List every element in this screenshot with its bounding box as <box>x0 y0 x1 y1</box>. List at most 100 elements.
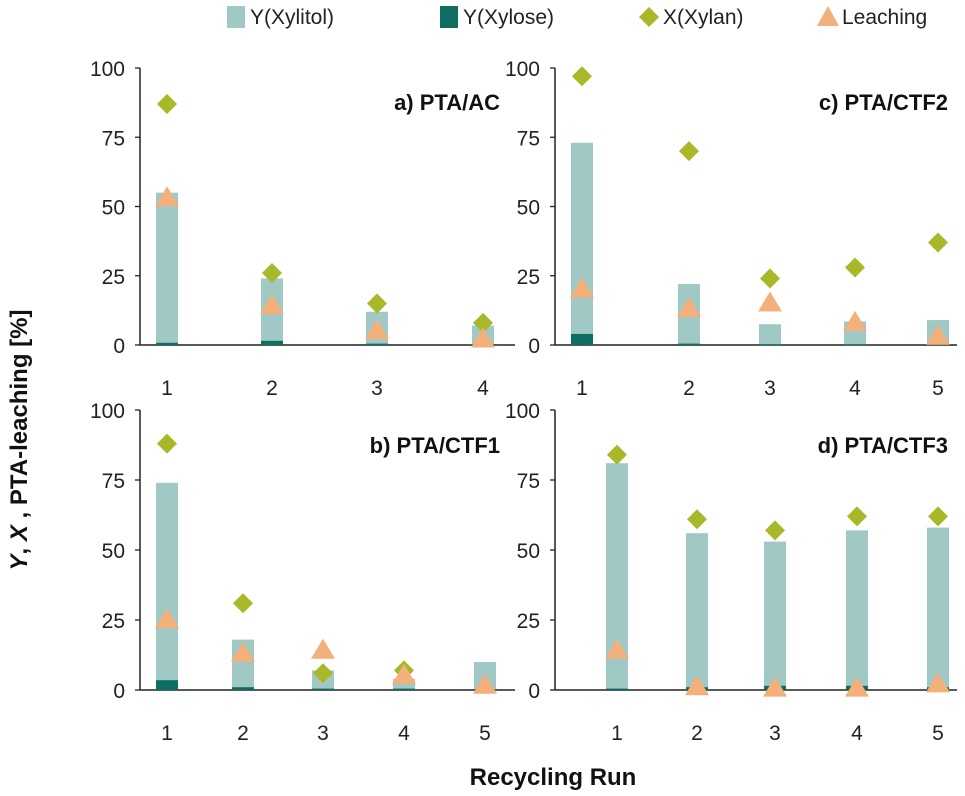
legend: Y(Xylitol) Y(Xylose) X(Xylan) Leaching <box>227 6 927 29</box>
panel-a-xtick-label: 2 <box>266 377 278 400</box>
panel-c-xtick-label: 3 <box>764 377 776 400</box>
panel-c-xtick-label: 4 <box>849 377 861 400</box>
panel-c: 0 25 50 75 100 1 2 3 4 5 c) PTA/CTF2 <box>505 58 957 400</box>
legend-swatch-xylitol <box>227 6 245 28</box>
legend-label-xylitol: Y(Xylitol) <box>250 6 334 29</box>
panel-d-bar-xylose <box>606 688 628 690</box>
panel-c-bar-xylose <box>678 343 700 345</box>
panel-d-point-xylan <box>687 509 707 530</box>
panel-a-point-leaching <box>365 319 389 340</box>
panel-d-ytick-label: 25 <box>517 610 540 633</box>
panel-b-ytick-label: 100 <box>90 400 125 423</box>
panel-c-xtick-label: 1 <box>576 377 588 400</box>
panel-b-point-xylan <box>313 663 333 684</box>
panel-a-xtick-label: 3 <box>371 377 383 400</box>
legend-swatch-xylan <box>639 7 659 27</box>
panel-c-point-leaching <box>570 277 594 298</box>
panel-a-point-leaching <box>260 294 284 315</box>
panel-b-ytick-label: 25 <box>102 610 125 633</box>
panel-c-ytick-label: 50 <box>517 197 540 220</box>
panel-b-bar-xylose <box>312 688 334 690</box>
panel-d-bar-xylitol <box>846 530 868 690</box>
panel-a-ytick-label: 100 <box>90 58 125 81</box>
panel-a-point-xylan <box>157 94 177 115</box>
panel-d-point-leaching <box>926 672 950 693</box>
panel-d-point-xylan <box>928 506 948 527</box>
panel-a-title: a) PTA/AC <box>394 90 500 115</box>
panel-a-ytick-label: 25 <box>102 266 125 289</box>
panel-a-ytick-label: 75 <box>102 127 125 150</box>
panel-b-point-xylan <box>233 593 253 614</box>
panel-b-xtick-label: 1 <box>161 722 173 745</box>
y-axis-title-sep1: , <box>6 541 33 554</box>
panel-b-ytick-label: 0 <box>113 680 125 703</box>
panel-c-point-xylan <box>679 141 699 162</box>
panel-a-point-leaching <box>155 186 179 207</box>
legend-swatch-leaching <box>817 6 839 26</box>
panel-d-point-leaching <box>685 675 709 696</box>
panel-d-xtick-label: 5 <box>932 722 944 745</box>
panel-d-bar-xylitol <box>764 541 786 690</box>
y-axis-title: Y, X , PTA-leaching [%] <box>6 310 33 571</box>
panel-b-xtick-label: 4 <box>398 722 410 745</box>
panel-d-bar-xylitol <box>686 533 708 690</box>
y-axis-title-y: Y <box>6 552 33 570</box>
panel-b-bar-xylose <box>393 688 415 690</box>
panel-b-point-leaching <box>311 638 335 659</box>
panel-b-xtick-label: 5 <box>479 722 491 745</box>
panel-c-xtick-label: 2 <box>683 377 695 400</box>
panel-c-point-leaching <box>843 310 867 331</box>
panel-a-xtick-label: 4 <box>477 377 489 400</box>
panel-c-point-xylan <box>572 66 592 87</box>
panel-c-xtick-label: 5 <box>932 377 944 400</box>
panel-d-point-leaching <box>763 676 787 697</box>
panel-a-point-xylan <box>367 293 387 314</box>
panel-c-ytick-label: 0 <box>528 335 540 358</box>
panel-d-bar-xylitol <box>606 463 628 690</box>
panel-b-ytick-label: 50 <box>102 540 125 563</box>
panel-d-ytick-label: 75 <box>517 470 540 493</box>
panel-c-point-leaching <box>677 296 701 317</box>
panel-b-title: b) PTA/CTF1 <box>370 433 500 458</box>
panel-c-point-xylan <box>928 232 948 253</box>
panel-b-bar-xylose <box>232 687 254 690</box>
panel-d-ytick-label: 0 <box>528 680 540 703</box>
panel-d-xtick-label: 1 <box>611 722 623 745</box>
panel-a-bar-xylose <box>261 340 283 345</box>
panel-b: 0 25 50 75 100 1 2 3 4 5 b) PTA/CTF1 <box>90 400 515 745</box>
panel-d-point-xylan <box>847 506 867 527</box>
legend-swatch-xylose <box>440 6 458 28</box>
panel-c-point-xylan <box>760 268 780 289</box>
panel-a-point-leaching <box>471 327 495 348</box>
panel-c-point-leaching <box>926 324 950 345</box>
panel-c-bar-xylose <box>844 344 866 346</box>
panel-a-point-xylan <box>473 312 493 333</box>
panel-b-ytick-label: 75 <box>102 470 125 493</box>
panel-d-xtick-label: 4 <box>851 722 863 745</box>
panel-d-ytick-label: 100 <box>505 400 540 423</box>
legend-label-leaching: Leaching <box>842 6 927 29</box>
panel-b-point-xylan <box>157 433 177 454</box>
panel-d-bar-xylitol <box>927 527 949 690</box>
panel-d-xtick-label: 2 <box>691 722 703 745</box>
panel-d-title: d) PTA/CTF3 <box>818 433 948 458</box>
panel-d-point-xylan <box>607 444 627 465</box>
panel-d-point-xylan <box>765 520 785 541</box>
panel-c-bar-xylitol <box>571 142 593 345</box>
panel-b-point-leaching <box>392 664 416 684</box>
y-axis-title-x: X <box>6 523 33 543</box>
panel-d-ytick-label: 50 <box>517 540 540 563</box>
panel-d-point-leaching <box>605 638 629 659</box>
x-axis-title: Recycling Run <box>470 764 637 791</box>
panel-a-ytick-label: 50 <box>102 197 125 220</box>
panel-d-xtick-label: 3 <box>769 722 781 745</box>
panel-c-point-xylan <box>845 257 865 278</box>
y-axis-title-rest: , PTA-leaching [%] <box>6 310 33 526</box>
legend-label-xylose: Y(Xylose) <box>463 6 554 29</box>
panel-b-point-leaching <box>473 673 497 694</box>
panel-c-ytick-label: 100 <box>505 58 540 81</box>
panel-b-bar-xylitol <box>156 482 178 690</box>
panel-b-xtick-label: 3 <box>317 722 329 745</box>
panel-a-point-xylan <box>262 262 282 283</box>
